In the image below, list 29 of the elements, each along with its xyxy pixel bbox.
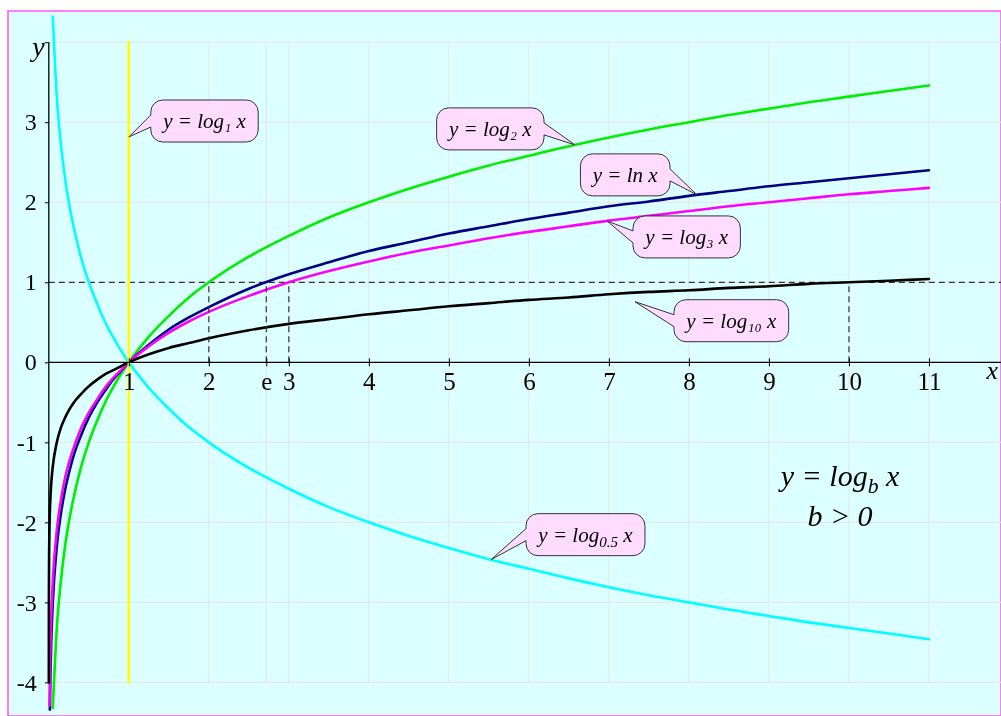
series-label: y = log₃ x [643, 224, 729, 249]
y-tick-label: -1 [16, 429, 37, 456]
y-tick-label: -4 [16, 669, 37, 696]
y-tick-label: 3 [24, 109, 37, 136]
x-tick-label: 11 [917, 368, 942, 396]
y-tick-label: -2 [16, 509, 37, 536]
x-tick-label: 4 [363, 368, 377, 396]
y-tick-label: 2 [24, 189, 37, 216]
x-tick-label: 8 [683, 368, 696, 396]
series-label: y = log₂ x [446, 116, 533, 141]
x-axis-title: x [985, 356, 999, 386]
x-tick-label: 2 [203, 368, 216, 396]
y-tick-label: 1 [24, 269, 37, 296]
x-tick-label: 9 [763, 368, 776, 396]
y-tick-label: -3 [16, 589, 37, 616]
x-tick-label: 10 [836, 368, 862, 396]
y-tick-label: 0 [24, 349, 37, 376]
x-tick-label: 6 [523, 368, 536, 396]
series-label: y = ln x [590, 162, 659, 187]
series-label: y = log₁₀ x [684, 308, 778, 333]
y-axis-title: y [29, 31, 46, 63]
annotation: y = log$_{b}$ x [777, 459, 900, 498]
annotation: b > 0 [807, 499, 873, 532]
x-tick-label: 3 [283, 368, 296, 396]
series-label: y = log₁ x [161, 109, 247, 133]
x-tick-label: 7 [603, 368, 616, 396]
series-label: y = log$_{0.5}$ x [536, 522, 634, 550]
x-tick-label: e [261, 368, 273, 396]
x-tick-label: 5 [443, 368, 456, 396]
